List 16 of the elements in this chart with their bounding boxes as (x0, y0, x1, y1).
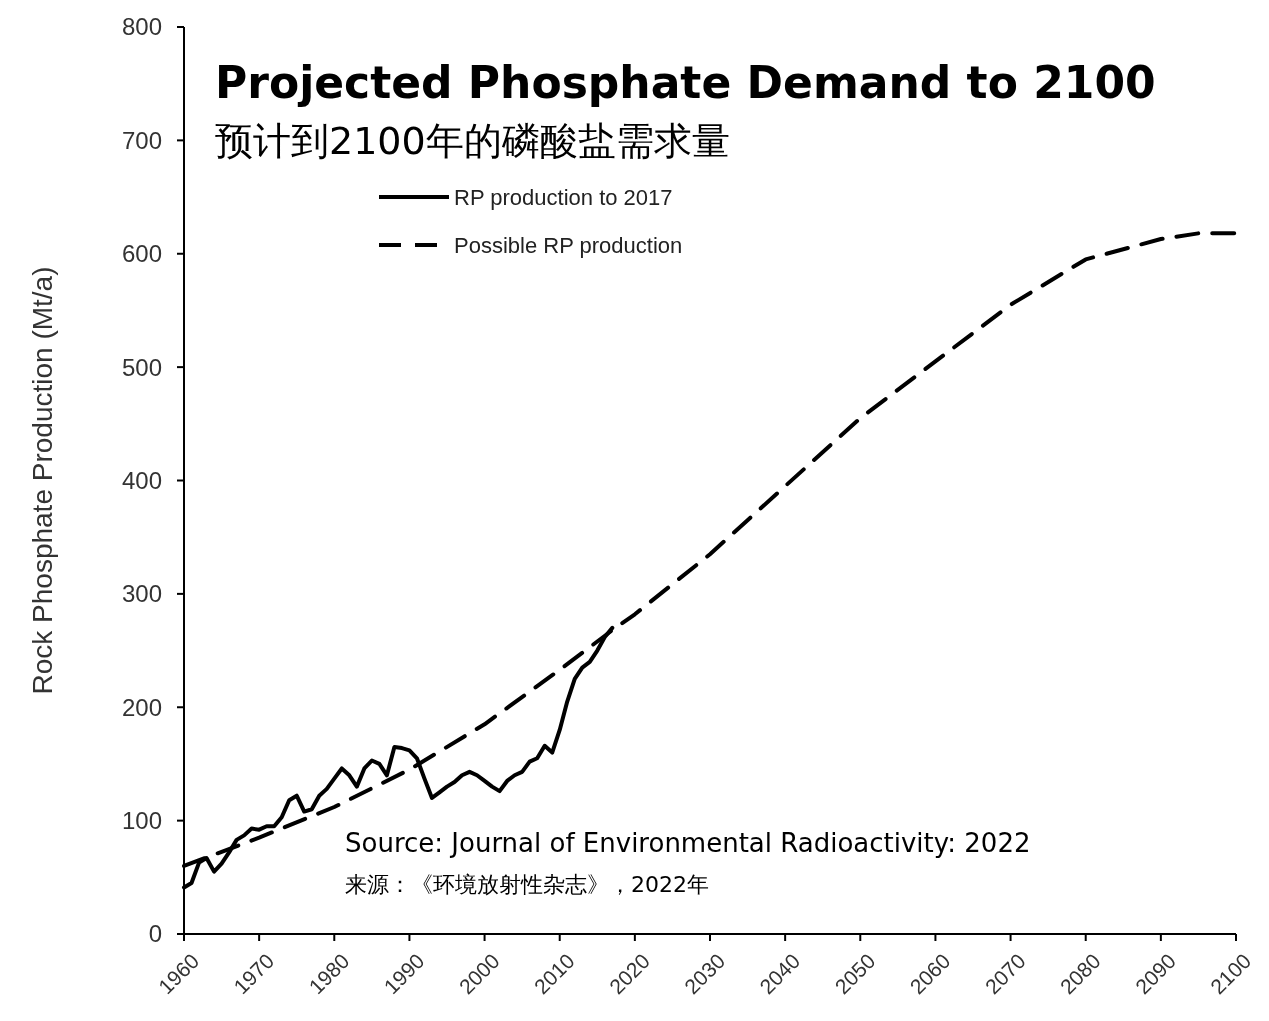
y-tick-label: 200 (121, 693, 162, 721)
y-tick-label: 800 (121, 13, 162, 41)
y-tick-label: 400 (121, 466, 162, 494)
y-tick-label: 300 (121, 580, 162, 608)
y-tick-label: 600 (121, 240, 162, 268)
y-axis-title: Rock Phosphate Production (Mt/a) (27, 266, 58, 695)
legend-label: RP production to 2017 (454, 184, 673, 210)
y-tick-label: 100 (121, 807, 162, 835)
y-tick-label: 500 (121, 353, 162, 381)
legend-label: Possible RP production (454, 232, 683, 258)
y-tick-label: 700 (121, 126, 162, 154)
annotation: 来源：《环境放射性杂志》，2022年 (345, 872, 709, 897)
text: 预计到2100年的磷酸盐需求量 (215, 119, 730, 163)
annotation: Source: Journal of Environmental Radioactivity: 2022 (345, 828, 1031, 858)
text: Projected Phosphate Demand to 2100 (215, 57, 1156, 108)
y-tick-label: 0 (148, 920, 162, 948)
